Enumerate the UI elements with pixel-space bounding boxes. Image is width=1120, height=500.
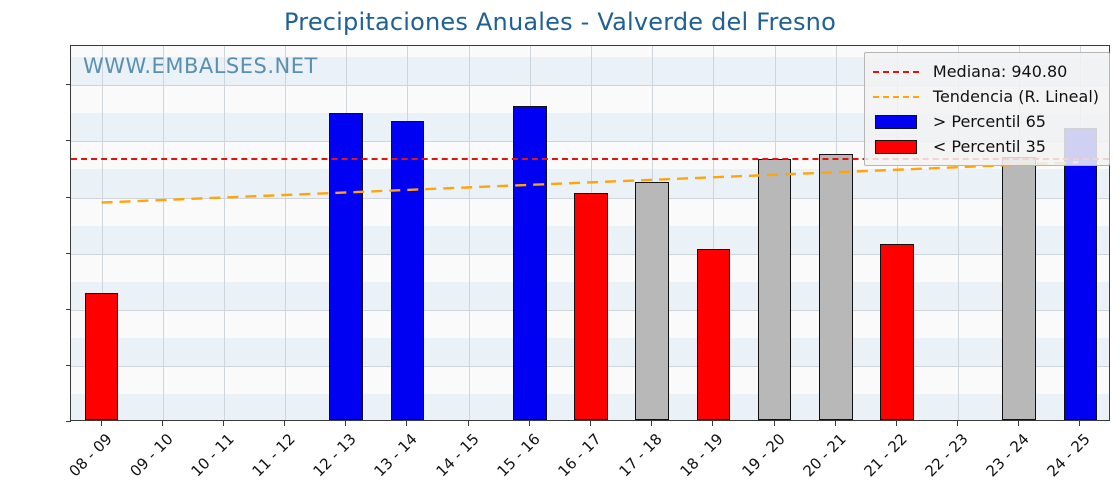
gridline-vertical bbox=[469, 46, 470, 420]
bar-24-25[interactable] bbox=[1063, 128, 1098, 420]
x-tick-mark bbox=[651, 421, 652, 426]
bar-13-14[interactable] bbox=[390, 121, 425, 420]
color-swatch-icon bbox=[874, 114, 917, 129]
x-tick-label: 13 - 14 bbox=[370, 430, 422, 481]
gridline-vertical bbox=[102, 46, 103, 420]
gridline-vertical bbox=[897, 46, 898, 420]
x-tick-label: 14 - 15 bbox=[432, 430, 483, 481]
legend-item-label: Mediana: 940.80 bbox=[932, 62, 1068, 81]
gridline-vertical bbox=[713, 46, 714, 420]
x-tick-label: 11 - 12 bbox=[248, 430, 299, 481]
legend-item[interactable]: Tendencia (R. Lineal) bbox=[872, 84, 1099, 109]
chart-legend: Mediana: 940.80 Tendencia (R. Lineal) > Pe… bbox=[863, 52, 1110, 166]
x-tick-label: 20 - 21 bbox=[799, 430, 850, 481]
bar-23-24[interactable] bbox=[1002, 157, 1037, 420]
bar-08-09[interactable] bbox=[84, 293, 119, 420]
x-tick-label: 08 - 09 bbox=[65, 430, 116, 481]
y-tick-mark bbox=[66, 84, 71, 86]
x-tick-mark bbox=[223, 421, 224, 426]
legend-dashed-line-icon bbox=[872, 89, 919, 105]
x-tick-label: 12 - 13 bbox=[309, 430, 361, 481]
x-tick-mark bbox=[896, 421, 897, 426]
gridline-vertical bbox=[224, 46, 225, 420]
x-tick-label: 15 - 16 bbox=[493, 430, 544, 481]
x-tick-label: 24 - 25 bbox=[1043, 430, 1095, 481]
legend-item[interactable]: Mediana: 940.80 bbox=[872, 59, 1099, 84]
x-tick-label: 09 - 10 bbox=[126, 430, 177, 481]
x-tick-mark bbox=[1018, 421, 1019, 426]
bar-16-17[interactable] bbox=[574, 193, 608, 420]
y-tick-mark bbox=[66, 252, 71, 254]
x-tick-label: 22 - 23 bbox=[921, 430, 972, 481]
dashed-line-icon bbox=[872, 70, 919, 73]
bar-18-19[interactable] bbox=[696, 248, 731, 420]
y-tick-mark bbox=[66, 140, 71, 142]
x-tick-mark bbox=[1079, 421, 1080, 426]
legend-item-label: < Percentil 35 bbox=[932, 137, 1046, 156]
y-tick-mark bbox=[66, 196, 71, 198]
gridline-horizontal bbox=[71, 85, 1109, 86]
gridline-horizontal bbox=[71, 141, 1109, 142]
bar-19-20[interactable] bbox=[757, 159, 792, 420]
x-tick-label: 16 - 17 bbox=[554, 430, 605, 481]
x-tick-label: 21 - 22 bbox=[860, 430, 911, 481]
gridline-vertical bbox=[163, 46, 164, 420]
x-tick-mark bbox=[284, 421, 285, 426]
bar-20-21[interactable] bbox=[818, 154, 853, 420]
median-line bbox=[71, 158, 1109, 160]
legend-color-swatch bbox=[873, 114, 919, 130]
y-tick-mark bbox=[66, 421, 71, 422]
bar-12-13[interactable] bbox=[329, 113, 364, 420]
y-tick-mark bbox=[66, 308, 71, 310]
x-tick-label: 17 - 18 bbox=[615, 430, 666, 481]
x-tick-mark bbox=[712, 421, 713, 426]
x-tick-mark bbox=[468, 421, 469, 426]
y-tick-mark bbox=[66, 364, 71, 366]
color-swatch-icon bbox=[874, 139, 917, 154]
x-tick-mark bbox=[529, 421, 530, 426]
x-tick-mark bbox=[406, 421, 407, 426]
x-tick-mark bbox=[774, 421, 775, 426]
x-tick-label: 10 - 11 bbox=[187, 430, 238, 481]
x-tick-label: 23 - 24 bbox=[982, 430, 1033, 481]
legend-dashed-line-icon bbox=[872, 64, 919, 80]
x-tick-mark bbox=[101, 421, 102, 426]
legend-item-label: > Percentil 65 bbox=[932, 112, 1046, 131]
x-tick-mark bbox=[957, 421, 958, 426]
chart-title: Precipitaciones Anuales - Valverde del F… bbox=[284, 8, 836, 36]
legend-item-label: Tendencia (R. Lineal) bbox=[932, 87, 1099, 106]
x-tick-label: 18 - 19 bbox=[676, 430, 728, 481]
legend-item[interactable]: < Percentil 35 bbox=[873, 134, 1099, 159]
x-tick-label: 19 - 20 bbox=[737, 430, 789, 481]
bar-17-18[interactable] bbox=[635, 182, 669, 420]
dashed-line-icon bbox=[872, 95, 919, 98]
legend-item[interactable]: > Percentil 65 bbox=[873, 109, 1099, 134]
x-tick-mark bbox=[345, 421, 346, 426]
x-tick-mark bbox=[162, 421, 163, 426]
x-tick-mark bbox=[590, 421, 591, 426]
trend-line bbox=[71, 46, 1109, 421]
legend-color-swatch bbox=[873, 139, 919, 155]
bar-21-22[interactable] bbox=[880, 243, 914, 420]
x-tick-mark bbox=[835, 421, 836, 426]
gridline-vertical bbox=[285, 46, 286, 420]
gridline-vertical bbox=[958, 46, 959, 420]
